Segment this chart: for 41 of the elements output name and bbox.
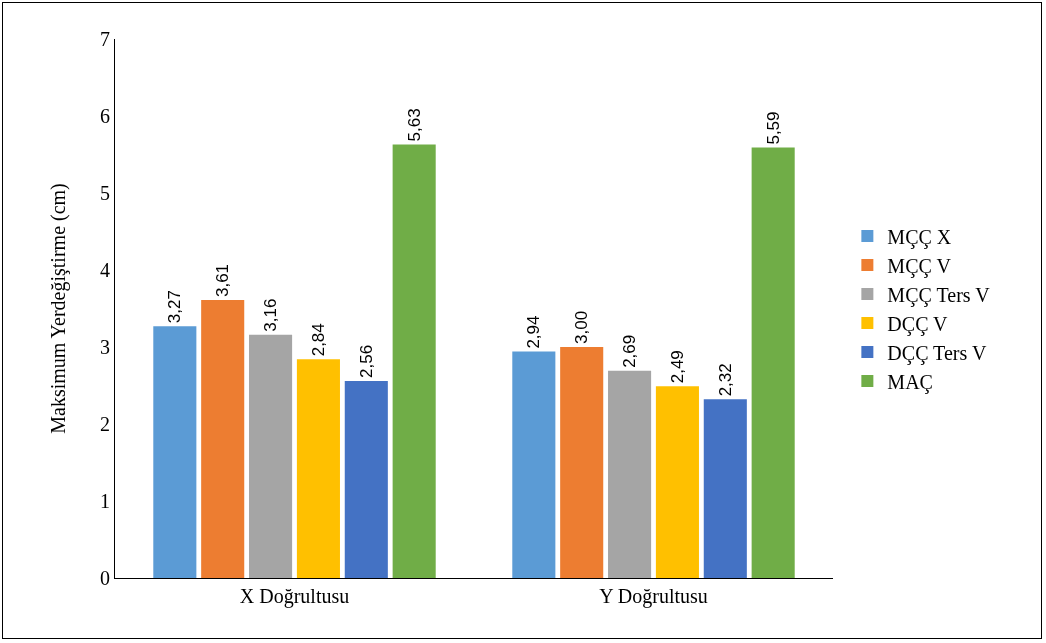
x-tick-label: X Doğrultusu (239, 585, 350, 608)
data-label: 2,56 (356, 344, 376, 378)
legend-label: DÇÇ Ters V (887, 341, 987, 365)
legend-label: MÇÇ X (887, 225, 952, 249)
y-tick-label: 4 (100, 259, 110, 281)
data-label: 2,94 (524, 315, 544, 349)
bar (296, 359, 340, 578)
legend-label: DÇÇ V (887, 312, 949, 336)
data-label: 5,59 (763, 111, 783, 145)
data-label: 3,00 (572, 310, 592, 344)
x-tick-label: Y Doğrultusu (599, 585, 708, 608)
data-label: 2,69 (620, 334, 640, 368)
bar (655, 386, 699, 578)
y-tick-label: 3 (100, 336, 110, 358)
data-label: 2,32 (715, 363, 735, 397)
data-label: 3,16 (261, 298, 281, 332)
y-tick-label: 0 (100, 567, 110, 589)
bar (512, 351, 556, 578)
data-label: 2,49 (667, 350, 687, 384)
bar (344, 380, 388, 578)
bar (751, 147, 795, 578)
legend-label: MAÇ (887, 370, 933, 394)
data-label: 3,61 (213, 263, 233, 298)
data-label: 2,84 (308, 323, 328, 357)
bar (201, 300, 245, 578)
data-label: 3,27 (165, 290, 185, 324)
bar (249, 334, 293, 578)
bar (392, 144, 436, 578)
bar (560, 347, 604, 578)
y-tick-label: 2 (100, 413, 110, 435)
legend-label: MÇÇ V (887, 254, 952, 278)
y-tick-label: 1 (100, 490, 110, 512)
data-label: 5,63 (404, 108, 424, 142)
bar (608, 370, 652, 578)
legend-label: MÇÇ Ters V (887, 283, 991, 307)
bar (703, 399, 747, 578)
y-tick-label: 7 (100, 28, 110, 50)
bar (153, 326, 197, 578)
y-tick-label: 6 (100, 105, 110, 127)
y-tick-label: 5 (100, 182, 110, 204)
y-axis-title: Maksimum Yerdeğiştirme (cm) (47, 183, 70, 434)
